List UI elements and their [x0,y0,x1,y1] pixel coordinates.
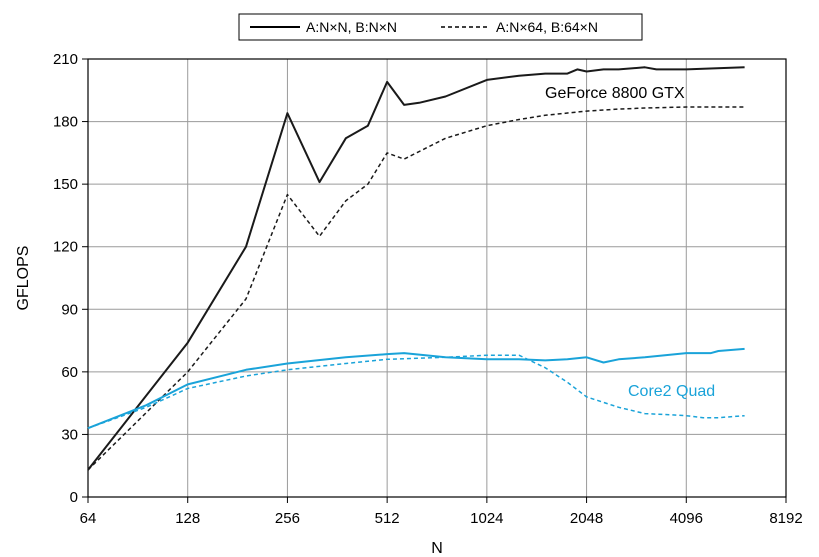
x-tick-label: 8192 [769,510,802,527]
x-tick-label: 64 [80,510,97,527]
series-layer [87,66,745,471]
axis-ticks: 64 128 256 512 1024 2048 4096 8192 0 30 60 90 120 150… [53,51,803,527]
y-tick-label: 180 [53,114,78,131]
gridlines [87,58,787,498]
legend-entry-solid: A:N×N, B:N×N [306,19,397,35]
x-tick-label: 128 [175,510,200,527]
annotation-geforce-8800-gtx: GeForce 8800 GTX [545,85,685,102]
y-tick-label: 150 [53,176,78,193]
x-tick-label: 256 [275,510,300,527]
y-axis-label: GFLOPS [15,246,32,311]
x-tick-label: 4096 [670,510,703,527]
y-tick-label: 0 [70,489,78,506]
series-line-core2-quad-dashed [87,354,745,429]
x-tick-label: 512 [375,510,400,527]
legend: A:N×N, B:N×N A:N×64, B:64×N [238,13,643,41]
x-tick-label: 2048 [570,510,603,527]
y-tick-label: 90 [61,301,78,318]
x-tick-label: 1024 [470,510,503,527]
series-line-geforce-8800-gtx-dashed [87,106,745,471]
legend-box [238,13,643,41]
y-tick-label: 120 [53,239,78,256]
y-tick-label: 210 [53,51,78,68]
plot-frame [87,58,787,498]
x-axis-label: N [431,540,443,557]
series-line-core2-quad-solid [87,347,745,430]
annotation-core2-quad: Core2 Quad [628,383,715,400]
legend-entry-dashed: A:N×64, B:64×N [496,19,598,35]
series-line-geforce-8800-gtx-solid [87,66,745,471]
y-tick-label: 60 [61,364,78,381]
y-tick-label: 30 [61,426,78,443]
